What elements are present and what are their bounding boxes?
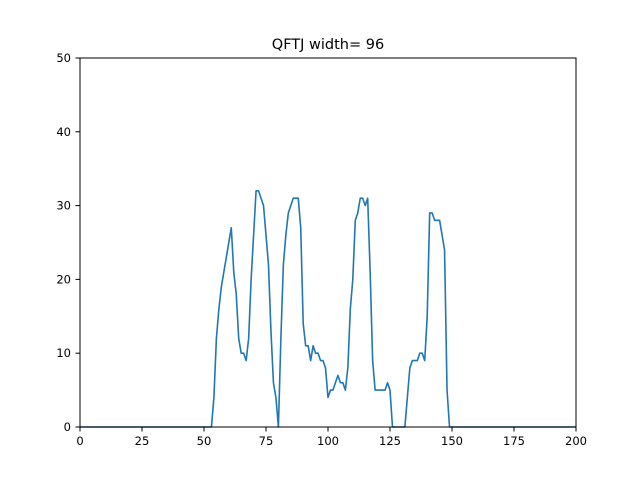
x-tick-label: 50 (197, 434, 212, 448)
plot-frame (79, 57, 577, 428)
y-axis: 0 10 20 30 40 50 (56, 51, 80, 434)
x-tick-label: 175 (503, 434, 525, 448)
y-tick-label: 10 (56, 346, 71, 360)
x-tick-label: 25 (135, 434, 150, 448)
x-tick-label: 200 (565, 434, 587, 448)
x-tick-label: 75 (259, 434, 274, 448)
x-axis: 0 25 50 75 100 125 150 175 200 (76, 427, 587, 448)
x-tick-label: 0 (76, 434, 83, 448)
plot-area (80, 190, 576, 428)
series-line-0 (80, 190, 576, 428)
x-tick-label: 150 (441, 434, 463, 448)
y-tick-label: 40 (56, 125, 71, 139)
y-tick-label: 20 (56, 272, 71, 286)
x-tick-label: 100 (317, 434, 339, 448)
y-tick-label: 0 (64, 420, 71, 434)
chart-title: QFTJ width= 96 (272, 37, 384, 53)
x-tick-label: 125 (379, 434, 401, 448)
y-tick-label: 30 (56, 199, 71, 213)
y-tick-label: 50 (56, 51, 71, 65)
